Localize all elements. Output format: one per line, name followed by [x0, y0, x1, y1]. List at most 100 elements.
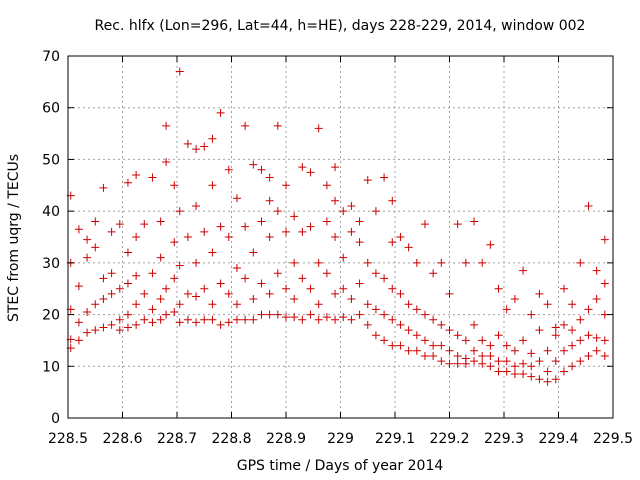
data-point [170, 307, 179, 316]
data-point [445, 326, 454, 335]
data-point [273, 269, 282, 278]
x-tick-label: 228.8 [211, 431, 251, 447]
data-point [388, 315, 397, 324]
data-point [232, 194, 241, 203]
data-point [123, 310, 132, 319]
data-point [265, 173, 274, 182]
data-point [282, 284, 290, 293]
data-point [249, 315, 258, 324]
data-point [380, 310, 389, 319]
data-point [355, 238, 364, 247]
data-point [551, 323, 560, 332]
data-point [156, 217, 165, 226]
data-point [170, 181, 179, 190]
data-point [429, 351, 438, 360]
data-point [306, 222, 315, 231]
data-point [535, 326, 544, 335]
data-point [559, 320, 568, 329]
data-point [420, 220, 429, 229]
data-point [494, 357, 503, 366]
data-point [175, 207, 184, 216]
data-point [600, 351, 609, 360]
y-tick-label: 60 [42, 101, 60, 117]
data-point [388, 341, 397, 350]
data-point [162, 121, 171, 130]
data-point [568, 300, 577, 309]
data-point [486, 351, 495, 360]
data-point [83, 253, 92, 262]
data-point [322, 313, 331, 322]
data-point [132, 320, 141, 329]
x-tick-label: 228.7 [157, 431, 197, 447]
data-point [265, 310, 274, 319]
data-point [486, 341, 495, 350]
data-point [445, 289, 454, 298]
data-point [148, 269, 157, 278]
data-point [175, 261, 184, 270]
data-point [535, 357, 544, 366]
data-point [208, 248, 217, 257]
data-point [420, 351, 429, 360]
data-point [429, 341, 438, 350]
data-point [123, 178, 132, 187]
data-point [249, 160, 258, 169]
data-point [265, 196, 274, 205]
data-point [461, 354, 470, 363]
data-point [282, 181, 290, 190]
data-point [216, 320, 225, 329]
data-point [339, 313, 348, 322]
data-point [216, 108, 225, 117]
data-points [66, 67, 609, 386]
data-point [273, 207, 282, 216]
data-point [437, 341, 446, 350]
data-point [453, 331, 462, 340]
data-point [592, 266, 601, 275]
data-point [461, 258, 470, 267]
data-point [273, 310, 282, 319]
data-point [404, 300, 413, 309]
data-point [192, 258, 201, 267]
data-point [445, 359, 454, 368]
data-point [502, 341, 511, 350]
data-point [363, 258, 372, 267]
data-point [535, 375, 544, 384]
data-point [290, 212, 299, 221]
data-point [592, 346, 601, 355]
data-point [74, 336, 83, 345]
data-point [502, 367, 511, 376]
data-point [306, 284, 315, 293]
data-point [371, 305, 380, 314]
data-point [156, 315, 165, 324]
data-point [363, 176, 372, 185]
data-point [510, 295, 519, 304]
data-point [412, 305, 421, 314]
data-point [559, 367, 568, 376]
data-point [347, 201, 356, 210]
data-point [140, 220, 149, 229]
x-tick-label: 229.5 [593, 431, 633, 447]
data-point [183, 233, 192, 241]
data-point [314, 300, 323, 309]
data-point [510, 370, 519, 379]
data-point [543, 300, 552, 309]
data-point [380, 173, 389, 182]
data-point [170, 238, 179, 247]
data-point [249, 295, 258, 304]
data-point [91, 243, 100, 252]
data-point [559, 284, 568, 293]
data-point [584, 351, 593, 360]
data-point [148, 318, 157, 327]
data-point [91, 326, 100, 335]
data-point [380, 274, 389, 283]
data-point [192, 292, 201, 301]
data-point [576, 315, 585, 324]
data-point [470, 357, 479, 366]
data-point [298, 315, 307, 324]
data-point [347, 315, 356, 324]
data-point [224, 165, 233, 174]
data-point [331, 233, 340, 241]
data-point [224, 318, 233, 327]
data-point [115, 326, 124, 335]
data-point [265, 233, 274, 241]
